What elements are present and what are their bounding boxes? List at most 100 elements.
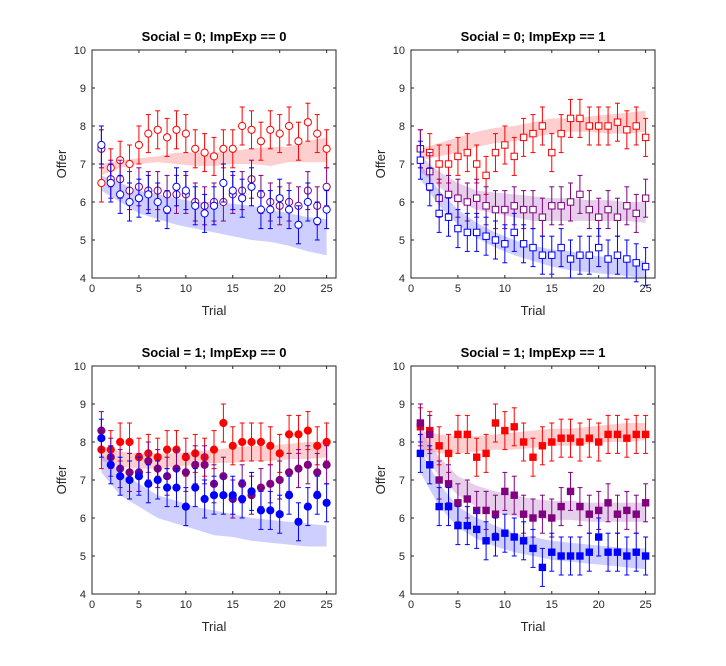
x-tick-label: 10 bbox=[499, 283, 511, 295]
data-point bbox=[585, 510, 594, 518]
data-point bbox=[557, 202, 565, 210]
x-tick-label: 20 bbox=[593, 599, 605, 611]
data-point bbox=[322, 498, 331, 507]
data-point bbox=[538, 251, 547, 259]
data-point bbox=[594, 243, 603, 252]
data-point bbox=[482, 171, 490, 180]
data-point bbox=[566, 434, 575, 442]
data-point bbox=[313, 129, 322, 138]
data-point bbox=[538, 563, 547, 572]
data-point bbox=[491, 533, 500, 541]
x-tick-label: 10 bbox=[180, 599, 192, 611]
data-point bbox=[181, 502, 190, 511]
data-point bbox=[209, 152, 219, 161]
data-point bbox=[322, 182, 331, 191]
data-point bbox=[641, 133, 650, 142]
data-point bbox=[435, 209, 443, 218]
data-point bbox=[641, 262, 650, 271]
y-tick-label: 10 bbox=[74, 45, 86, 57]
x-axis-label: Trial bbox=[202, 619, 227, 634]
x-tick-label: 15 bbox=[546, 599, 558, 611]
data-point bbox=[116, 190, 125, 199]
data-point bbox=[519, 537, 528, 545]
x-tick-label: 20 bbox=[274, 283, 286, 295]
x-tick-label: 20 bbox=[274, 599, 286, 611]
data-point bbox=[501, 487, 509, 496]
data-point bbox=[566, 255, 575, 263]
data-point bbox=[548, 514, 556, 522]
data-point bbox=[454, 194, 462, 202]
data-point bbox=[548, 148, 556, 157]
data-point bbox=[444, 502, 453, 511]
data-point bbox=[501, 426, 509, 435]
data-point bbox=[181, 129, 190, 138]
data-point bbox=[566, 114, 575, 123]
x-tick-label: 0 bbox=[408, 283, 414, 295]
data-point bbox=[435, 476, 443, 484]
y-tick-label: 9 bbox=[399, 83, 405, 95]
x-tick-label: 15 bbox=[227, 599, 239, 611]
y-tick-label: 5 bbox=[80, 235, 86, 247]
data-point bbox=[303, 502, 312, 511]
data-point bbox=[454, 152, 462, 161]
data-point bbox=[463, 430, 472, 439]
data-point bbox=[538, 122, 547, 130]
data-point bbox=[510, 533, 518, 541]
data-point bbox=[444, 160, 453, 168]
data-point bbox=[97, 434, 106, 443]
data-point bbox=[322, 205, 331, 214]
data-point bbox=[632, 122, 640, 130]
data-point bbox=[510, 152, 518, 161]
data-point bbox=[238, 437, 247, 447]
data-point bbox=[209, 201, 219, 210]
data-point bbox=[557, 434, 565, 442]
data-point bbox=[247, 487, 256, 496]
x-axis-label: Trial bbox=[521, 303, 546, 318]
data-point bbox=[313, 468, 322, 477]
x-tick-label: 5 bbox=[455, 599, 461, 611]
data-point bbox=[191, 201, 200, 210]
data-point bbox=[97, 140, 106, 150]
data-point bbox=[266, 441, 275, 450]
data-point bbox=[604, 255, 612, 263]
data-point bbox=[491, 236, 500, 244]
data-point bbox=[623, 506, 631, 515]
data-point bbox=[322, 460, 331, 469]
data-point bbox=[510, 228, 518, 237]
x-tick-label: 5 bbox=[136, 599, 142, 611]
x-tick-label: 25 bbox=[320, 599, 332, 611]
data-point bbox=[256, 483, 266, 492]
data-point bbox=[538, 510, 547, 518]
data-point bbox=[144, 479, 153, 488]
data-point bbox=[228, 186, 237, 195]
data-point bbox=[162, 445, 172, 454]
data-point bbox=[256, 205, 266, 214]
data-point bbox=[294, 517, 303, 526]
data-point bbox=[482, 202, 490, 210]
data-point bbox=[529, 243, 537, 252]
data-point bbox=[426, 183, 434, 191]
y-axis-label: Offer bbox=[54, 465, 69, 494]
data-point bbox=[435, 502, 443, 511]
y-tick-label: 4 bbox=[80, 589, 86, 601]
data-point bbox=[200, 494, 209, 504]
data-point bbox=[294, 464, 303, 473]
data-point bbox=[106, 460, 115, 469]
data-point bbox=[247, 182, 256, 191]
data-point bbox=[116, 437, 125, 447]
data-point bbox=[623, 552, 631, 560]
data-point bbox=[623, 126, 631, 134]
data-point bbox=[284, 430, 294, 439]
data-point bbox=[538, 442, 547, 450]
data-point bbox=[510, 202, 518, 210]
data-point bbox=[134, 194, 144, 203]
data-point bbox=[585, 122, 594, 130]
data-point bbox=[519, 205, 528, 214]
data-point bbox=[529, 129, 537, 138]
data-point bbox=[472, 228, 481, 237]
data-point bbox=[519, 133, 528, 142]
data-point bbox=[538, 213, 547, 221]
data-point bbox=[519, 240, 528, 248]
data-point bbox=[576, 114, 584, 123]
data-point bbox=[209, 491, 219, 500]
